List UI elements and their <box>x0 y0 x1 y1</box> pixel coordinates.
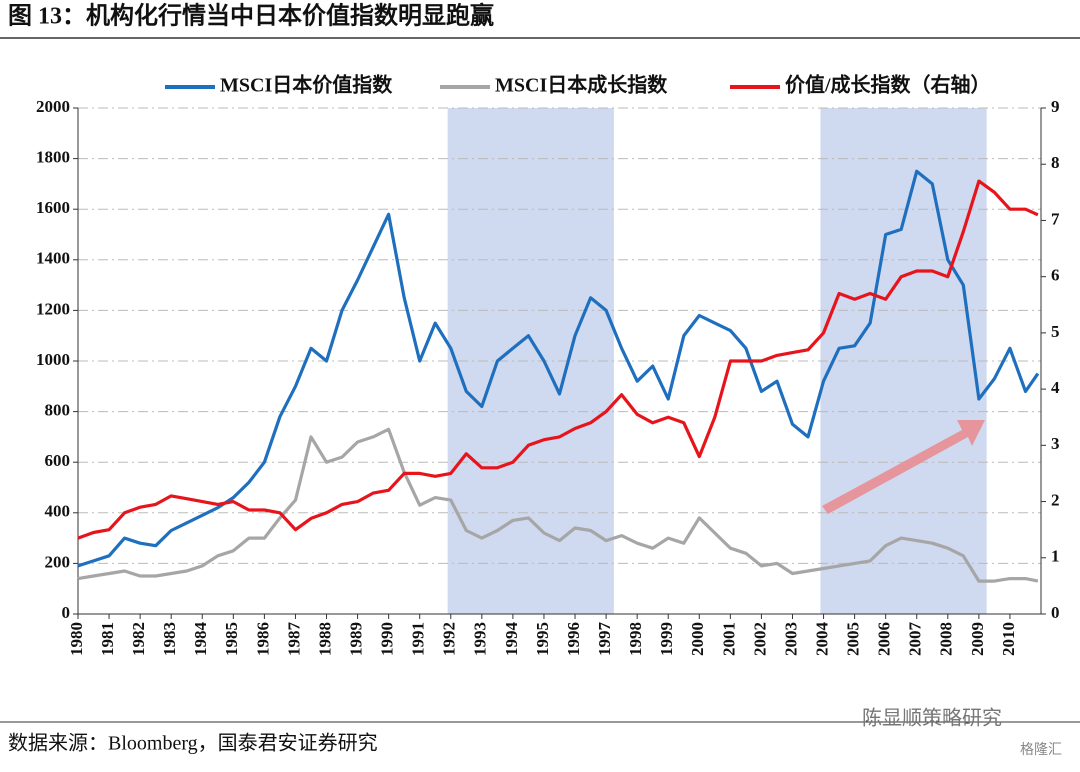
series-line <box>77 427 1039 583</box>
y2-tick-label: 7 <box>1051 209 1060 228</box>
x-tick-label: 1995 <box>533 622 552 656</box>
x-tick-label: 1985 <box>222 622 241 656</box>
x-tick-label: 2008 <box>937 622 956 656</box>
x-tick-label: 1983 <box>160 622 179 656</box>
series-line <box>77 179 1039 540</box>
source: 数据来源：Bloomberg，国泰君安证券研究 <box>8 732 378 755</box>
x-tick-label: 2002 <box>750 622 769 656</box>
trend-arrow <box>822 420 985 514</box>
x-tick-label: 1993 <box>471 622 490 656</box>
x-tick-label: 1989 <box>346 622 365 656</box>
y2-tick-label: 1 <box>1051 547 1060 566</box>
y2-tick-label: 0 <box>1051 603 1060 622</box>
x-tick-label: 1997 <box>595 622 614 657</box>
x-tick-label: 1994 <box>502 622 521 657</box>
y2-tick-label: 2 <box>1051 490 1060 509</box>
legend-label: 价值/成长指数（右轴） <box>785 73 991 97</box>
x-tick-label: 2003 <box>781 622 800 656</box>
x-tick-label: 1998 <box>626 622 645 656</box>
x-tick-label: 2007 <box>906 622 925 657</box>
x-tick-label: 1996 <box>564 622 583 656</box>
x-tick-label: 1990 <box>378 622 397 656</box>
x-tick-label: 2004 <box>812 622 831 657</box>
x-tick-label: 1986 <box>253 622 272 656</box>
y2-tick-label: 4 <box>1051 378 1060 397</box>
x-tick-label: 1991 <box>409 622 428 656</box>
x-tick-label: 2010 <box>999 622 1018 656</box>
y-tick-label: 1200 <box>36 299 70 318</box>
y-tick-label: 400 <box>45 502 71 521</box>
watermark: 陈显顺策略研究 <box>862 706 1002 730</box>
y-tick-label: 1400 <box>36 249 70 268</box>
x-tick-label: 2001 <box>719 622 738 656</box>
y-tick-label: 200 <box>45 552 71 571</box>
x-tick-label: 2009 <box>968 622 987 656</box>
y-tick-label: 2000 <box>36 97 70 116</box>
series-line <box>77 169 1040 568</box>
x-tick-label: 1984 <box>191 622 210 657</box>
chart-title: 图 13：机构化行情当中日本价值指数明显跑赢 <box>8 2 494 30</box>
x-tick-label: 1980 <box>67 622 86 656</box>
y2-tick-label: 5 <box>1051 322 1060 341</box>
y-tick-label: 0 <box>62 603 71 622</box>
y2-tick-label: 6 <box>1051 266 1060 285</box>
x-tick-label: 1988 <box>315 622 334 656</box>
x-tick-label: 2005 <box>844 622 863 656</box>
x-tick-label: 2006 <box>875 622 894 656</box>
x-tick-label: 1982 <box>129 622 148 656</box>
x-tick-label: 1999 <box>657 622 676 656</box>
y2-tick-label: 8 <box>1051 153 1060 172</box>
legend-label: MSCI日本成长指数 <box>495 73 668 97</box>
trend-arrow-shape <box>822 420 985 514</box>
legend-label: MSCI日本价值指数 <box>220 73 393 97</box>
y-tick-label: 1600 <box>36 198 70 217</box>
x-tick-label: 2000 <box>688 622 707 656</box>
watermark-logo: 格隆汇 <box>1020 742 1062 758</box>
x-tick-label: 1981 <box>98 622 117 656</box>
x-tick-label: 1987 <box>284 622 303 657</box>
x-tick-label: 1992 <box>440 622 459 656</box>
y2-tick-label: 3 <box>1051 434 1060 453</box>
y-tick-label: 1800 <box>36 148 70 167</box>
y-tick-label: 600 <box>45 451 71 470</box>
y-tick-label: 1000 <box>36 350 70 369</box>
y-tick-label: 800 <box>45 401 71 420</box>
y2-tick-label: 9 <box>1051 97 1060 116</box>
